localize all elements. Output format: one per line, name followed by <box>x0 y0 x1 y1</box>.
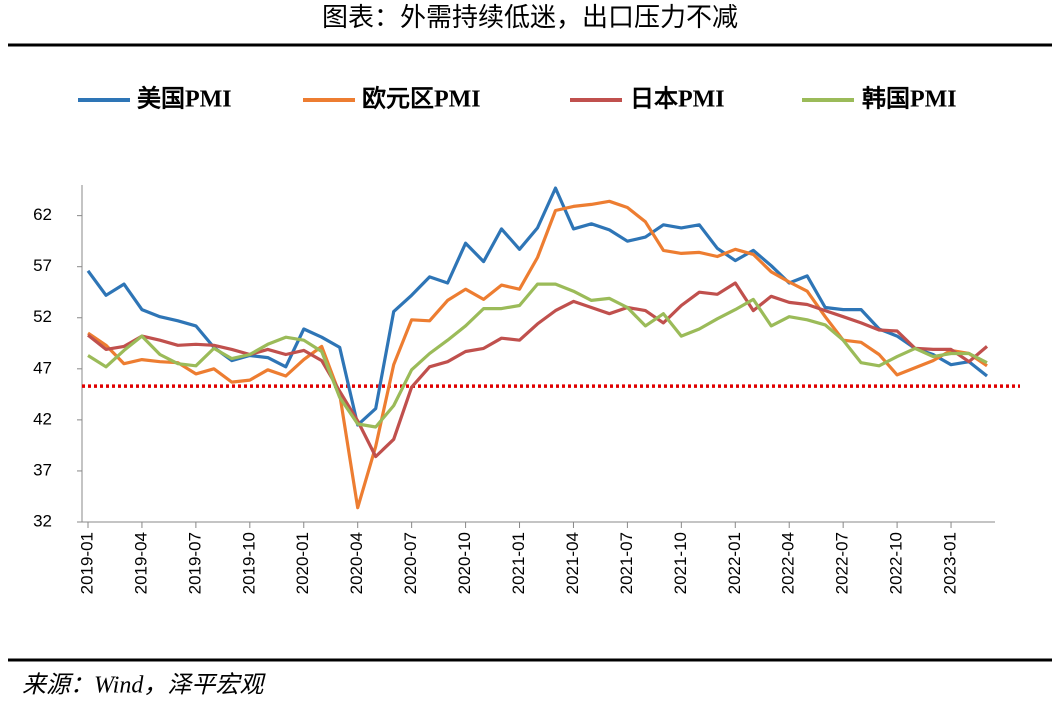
y-tick-label: 32 <box>33 511 52 530</box>
x-tick-label: 2020-07 <box>401 532 420 594</box>
y-tick-label: 42 <box>33 409 52 428</box>
x-tick-label: 2020-10 <box>455 532 474 594</box>
series-line <box>86 186 988 427</box>
series-line <box>87 282 988 429</box>
x-tick-label: 2021-01 <box>509 532 528 594</box>
legend-label: 美国PMI <box>137 85 232 113</box>
y-tick-label: 52 <box>33 307 52 326</box>
x-tick-label: 2020-01 <box>293 532 312 594</box>
y-tick-label: 37 <box>33 460 52 479</box>
x-tick-label: 2023-01 <box>941 532 960 594</box>
source: 来源：Wind，泽平宏观 <box>22 672 266 699</box>
x-tick-label: 2019-07 <box>185 532 204 594</box>
x-tick-label: 2019-10 <box>239 532 258 594</box>
x-tick-label: 2022-01 <box>725 532 744 594</box>
x-tick-label: 2021-07 <box>617 532 636 594</box>
series-line <box>87 199 988 510</box>
x-tick-label: 2021-10 <box>671 532 690 594</box>
x-tick-label: 2021-04 <box>563 532 582 594</box>
legend-label: 日本PMI <box>630 86 725 113</box>
x-tick-label: 2020-04 <box>347 532 366 594</box>
series-line <box>87 281 989 459</box>
legend-label: 欧元区PMI <box>362 85 481 113</box>
y-tick-label: 57 <box>33 256 52 275</box>
chart-title: 图表：外需持续低迷，出口压力不减 <box>322 3 738 32</box>
y-tick-label: 62 <box>33 205 52 224</box>
x-tick-label: 2019-01 <box>77 532 96 594</box>
legend-label: 韩国PMI <box>862 86 957 113</box>
x-tick-label: 2022-07 <box>833 532 852 594</box>
x-tick-label: 2019-04 <box>131 532 150 594</box>
x-tick-label: 2022-10 <box>887 532 906 594</box>
x-tick-label: 2022-04 <box>779 532 798 594</box>
y-tick-label: 47 <box>33 358 52 377</box>
